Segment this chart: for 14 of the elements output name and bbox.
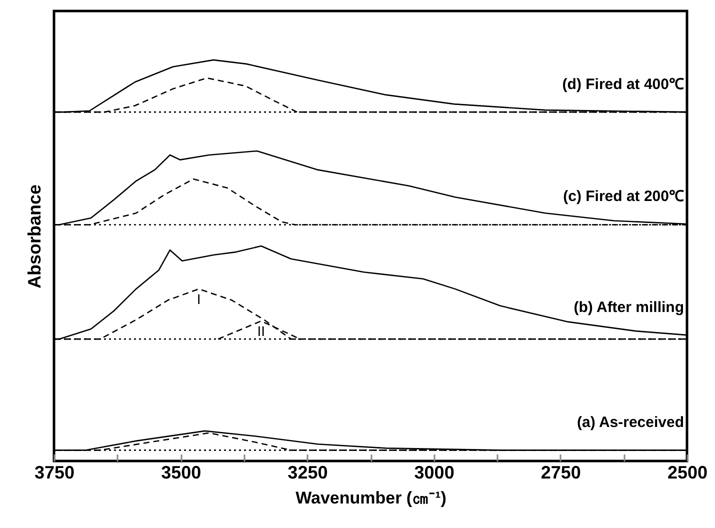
x-tick-label: 2750 <box>540 462 581 482</box>
x-axis-title: Wavenumber (㎝⁻¹) <box>296 488 446 508</box>
series-label: (a) As-received <box>577 414 684 432</box>
series-label: (b) After milling <box>574 299 684 316</box>
x-tick-label: 3000 <box>414 462 454 482</box>
x-tick-label: 3250 <box>288 462 328 482</box>
series-label: (d) Fired at 400℃ <box>562 76 684 94</box>
y-axis-title: Absorbance <box>24 184 44 289</box>
series-label: (c) Fired at 200℃ <box>563 188 684 205</box>
x-tick-label: 3500 <box>161 462 202 482</box>
x-tick-label: 3750 <box>34 462 75 482</box>
series-label: I <box>196 290 201 307</box>
x-tick-label: 2500 <box>667 462 708 482</box>
series-label: II <box>257 323 266 340</box>
